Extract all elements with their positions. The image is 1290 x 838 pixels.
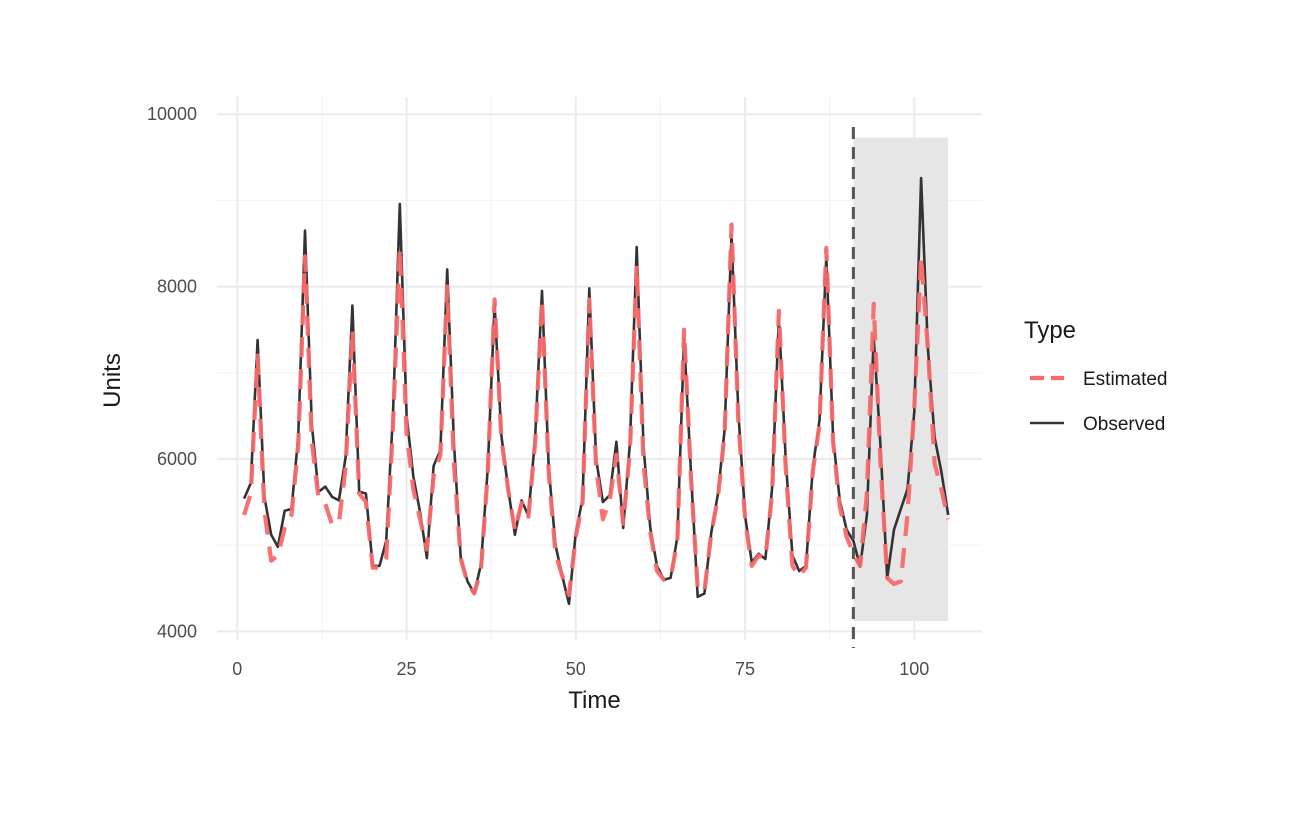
x-tick-label: 75 — [735, 659, 755, 679]
x-tick-label: 0 — [232, 659, 242, 679]
legend-title: Type — [1024, 317, 1076, 344]
y-tick-label: 6000 — [157, 449, 197, 469]
x-tick-label: 25 — [397, 659, 417, 679]
y-tick-label: 4000 — [157, 621, 197, 641]
x-tick-label: 50 — [566, 659, 586, 679]
x-axis-title: Time — [568, 687, 620, 714]
legend: Type Estimated Observed — [1024, 317, 1167, 435]
y-axis-title: Units — [99, 353, 126, 408]
legend-label-estimated: Estimated — [1083, 369, 1167, 390]
plot-series — [242, 176, 951, 606]
axis-ticks: 0 25 50 75 100 4000 6000 8000 10000 — [147, 104, 929, 679]
forecast-shaded-region — [853, 137, 949, 622]
y-tick-label: 10000 — [147, 104, 197, 124]
y-tick-label: 8000 — [157, 277, 197, 297]
x-tick-label: 100 — [899, 659, 929, 679]
legend-label-observed: Observed — [1083, 414, 1165, 435]
series-line-estimated — [242, 222, 951, 598]
